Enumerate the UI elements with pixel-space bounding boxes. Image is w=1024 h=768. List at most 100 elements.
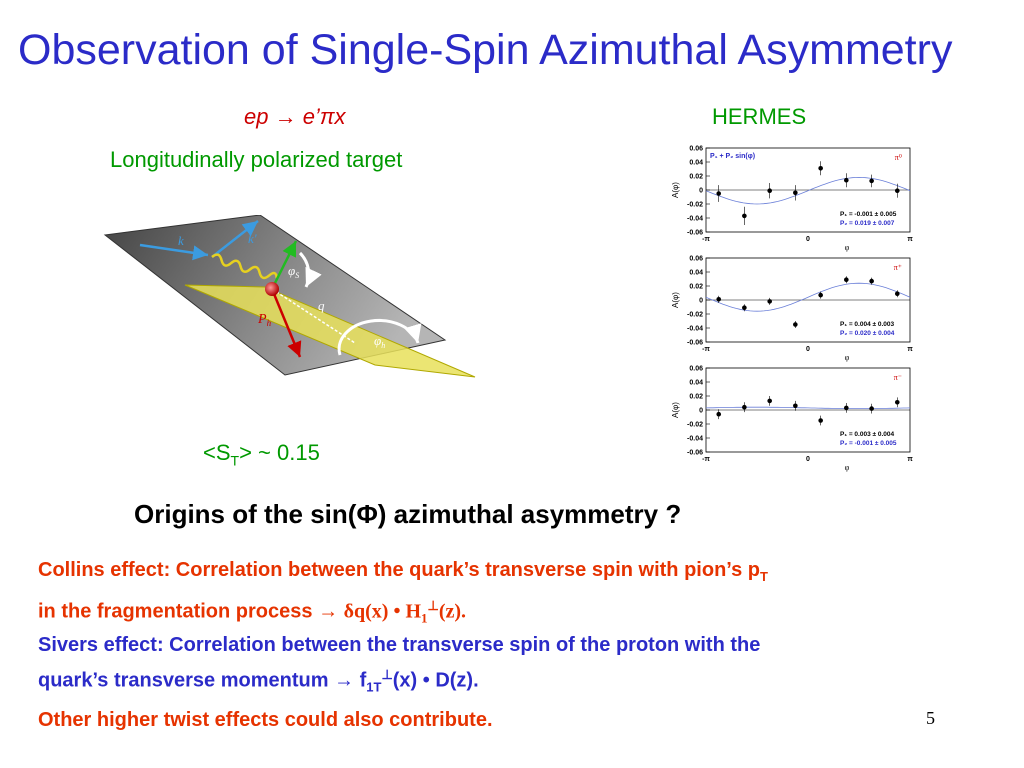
y-tick-label: 0 xyxy=(699,188,703,195)
x-tick-label: -π xyxy=(702,346,710,353)
param-p2: P₂ = 0.020 ± 0.004 xyxy=(840,330,895,337)
data-point xyxy=(793,190,798,196)
x-axis-label: φ xyxy=(845,463,850,472)
y-tick-label: -0.06 xyxy=(687,450,703,457)
particle-label: π⁺ xyxy=(894,263,902,272)
data-point xyxy=(742,404,747,410)
data-point xyxy=(894,291,900,296)
data-point xyxy=(869,278,874,284)
data-point xyxy=(767,188,772,193)
y-tick-label: -0.04 xyxy=(687,326,703,333)
y-tick-label: 0 xyxy=(699,298,703,305)
param-p2: P₂ = -0.001 ± 0.005 xyxy=(840,440,897,447)
y-tick-label: 0.06 xyxy=(689,366,703,373)
collins-effect: Collins effect: Correlation between the … xyxy=(38,559,768,626)
k-prime-label: k' xyxy=(248,231,257,246)
param-p2: P₂ = 0.019 ± 0.007 xyxy=(840,220,895,227)
x-tick-label: 0 xyxy=(806,346,810,353)
phi-h-arc xyxy=(337,319,422,356)
y-tick-label: 0.02 xyxy=(689,394,703,401)
phi-s-label: φS xyxy=(288,263,299,280)
param-p1: P₁ = 0.003 ± 0.004 xyxy=(840,431,895,438)
fit-curve xyxy=(705,176,911,205)
data-point xyxy=(742,213,747,219)
spin-average-label: <ST> ~ 0.15 xyxy=(203,440,320,469)
data-point xyxy=(818,292,823,298)
y-tick-label: 0.02 xyxy=(689,284,703,291)
slide-title: Observation of Single-Spin Azimuthal Asy… xyxy=(18,26,953,74)
y-tick-label: 0.04 xyxy=(689,270,703,277)
data-point xyxy=(716,297,722,302)
y-tick-label: 0.06 xyxy=(689,146,703,153)
y-axis-label: A(φ) xyxy=(671,402,680,418)
y-tick-label: -0.06 xyxy=(687,230,703,237)
fit-function-label: P₁ + P₂ sin(φ) xyxy=(710,153,755,160)
photon-wave xyxy=(211,253,278,280)
data-point xyxy=(818,166,823,171)
spin-arrow xyxy=(270,240,298,290)
data-point xyxy=(767,398,772,404)
y-tick-label: -0.02 xyxy=(687,312,703,319)
data-point xyxy=(844,277,849,282)
y-tick-label: -0.02 xyxy=(687,422,703,429)
particle-label: π⁻ xyxy=(894,373,902,382)
fit-curve xyxy=(705,282,911,312)
data-point xyxy=(818,418,823,423)
data-point xyxy=(894,188,900,193)
phi-s-arc xyxy=(298,251,322,288)
y-tick-label: -0.04 xyxy=(687,216,703,223)
data-point xyxy=(844,405,849,411)
asymmetry-plots: 0.060.040.020-0.02-0.04-0.06-π 0 πφA(φ)π⁰P… xyxy=(671,146,913,473)
k-label: k xyxy=(178,233,184,248)
fit-curve xyxy=(705,406,911,409)
y-tick-label: -0.02 xyxy=(687,202,703,209)
question-heading: Origins of the sin(Φ) azimuthal asymmetr… xyxy=(134,499,682,529)
particle-label: π⁰ xyxy=(895,153,902,162)
x-tick-label: π xyxy=(907,236,913,243)
hadron-plane xyxy=(184,284,476,378)
x-tick-label: 0 xyxy=(806,236,810,243)
data-point xyxy=(767,299,772,304)
x-tick-label: π xyxy=(907,346,913,353)
ph-arrow xyxy=(270,288,302,358)
x-tick-label: -π xyxy=(702,456,710,463)
experiment-label: HERMES xyxy=(712,104,807,129)
y-tick-label: 0.06 xyxy=(689,256,703,263)
k-arrow xyxy=(139,243,209,261)
y-axis-label: A(φ) xyxy=(671,292,680,308)
data-point xyxy=(869,406,874,411)
y-tick-label: 0.02 xyxy=(689,174,703,181)
other-effects: Other higher twist effects could also co… xyxy=(38,709,493,731)
ph-label: Ph xyxy=(257,312,272,328)
y-tick-label: -0.06 xyxy=(687,340,703,347)
reaction-label: ep → e’πx xyxy=(244,104,346,129)
data-point xyxy=(793,403,798,409)
sivers-effect: Sivers effect: Correlation between the t… xyxy=(38,634,761,695)
y-tick-label: 0 xyxy=(699,408,703,415)
y-tick-label: 0.04 xyxy=(689,380,703,387)
data-point xyxy=(793,322,798,327)
x-axis-label: φ xyxy=(845,353,850,362)
param-p1: P₁ = -0.001 ± 0.005 xyxy=(840,211,897,218)
data-point xyxy=(742,305,747,310)
data-point xyxy=(716,191,722,196)
y-tick-label: -0.04 xyxy=(687,436,703,443)
vertex-ball xyxy=(265,282,279,296)
data-point xyxy=(716,411,722,417)
page-number: 5 xyxy=(926,708,935,728)
q-label: q xyxy=(318,298,325,313)
x-tick-label: 0 xyxy=(806,456,810,463)
y-tick-label: 0.04 xyxy=(689,160,703,167)
y-axis-label: A(φ) xyxy=(671,182,680,198)
q-arrow xyxy=(271,288,356,344)
x-tick-label: -π xyxy=(702,236,710,243)
x-axis-label: φ xyxy=(845,243,850,252)
target-label: Longitudinally polarized target xyxy=(110,147,403,172)
param-p1: P₁ = 0.004 ± 0.003 xyxy=(840,321,895,328)
phi-h-label: φh xyxy=(374,333,385,350)
data-point xyxy=(894,400,900,405)
data-point xyxy=(844,177,849,183)
kinematics-diagram: k k' φS q Ph φh xyxy=(103,215,476,378)
data-point xyxy=(869,178,874,184)
k-prime-arrow xyxy=(211,220,259,258)
